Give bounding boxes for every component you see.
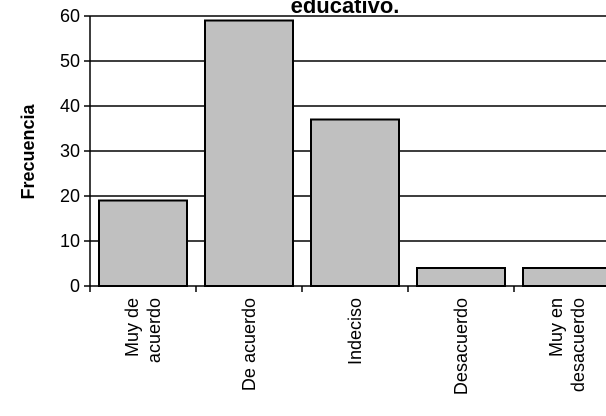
y-axis-label: Frecuencia	[18, 103, 38, 199]
x-tick-label: Muy en	[546, 298, 566, 357]
bar	[523, 268, 606, 286]
x-tick-label: Indeciso	[345, 298, 365, 365]
y-tick-labels: 0 10 20 30 40 50 60	[60, 6, 80, 296]
y-tick-label: 50	[60, 51, 80, 71]
x-tick-label: Desacuerdo	[451, 298, 471, 395]
y-tick-label: 40	[60, 96, 80, 116]
x-tick-label: desacuerdo	[568, 298, 588, 392]
bar	[417, 268, 505, 286]
y-tick-label: 0	[70, 276, 80, 296]
bar	[99, 201, 187, 287]
x-tick-label: acuerdo	[144, 298, 164, 363]
bar	[205, 21, 293, 287]
y-tick-label: 20	[60, 186, 80, 206]
x-tick-labels: Muy de acuerdo De acuerdo Indeciso Desacuerd…	[122, 298, 588, 395]
y-tick-label: 30	[60, 141, 80, 161]
y-tick-label: 60	[60, 6, 80, 26]
y-tick-label: 10	[60, 231, 80, 251]
x-tick-label: Muy de	[122, 298, 142, 357]
x-tick-label: De acuerdo	[239, 298, 259, 391]
bar	[311, 120, 399, 287]
